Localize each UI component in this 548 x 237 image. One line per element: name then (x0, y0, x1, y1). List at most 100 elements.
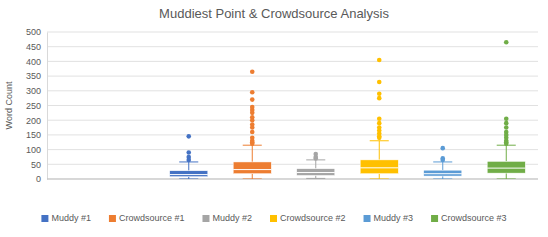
outlier (377, 116, 382, 121)
grid-line (47, 149, 538, 150)
outlier (250, 130, 255, 135)
legend-label: Crowdsource #3 (441, 213, 507, 223)
box (360, 160, 398, 174)
outlier (377, 96, 382, 101)
outlier (504, 121, 509, 126)
box-group (424, 146, 462, 179)
whisker-upper (252, 145, 253, 162)
whisker-upper (379, 141, 380, 160)
legend-item: Crowdsource #1 (109, 213, 185, 223)
legend-swatch (270, 215, 277, 222)
whisker-upper (315, 160, 316, 169)
whisker-cap-min (306, 178, 325, 179)
tick-label: 50 (31, 160, 41, 170)
whisker-lower (379, 174, 380, 179)
box (487, 161, 525, 173)
whisker-cap-min (179, 179, 198, 180)
whisker-cap-min (243, 179, 262, 180)
tick: 450 (26, 42, 47, 52)
outlier (504, 141, 509, 146)
whisker-lower (506, 173, 507, 179)
x-axis-line (47, 179, 538, 180)
legend-label: Muddy #1 (51, 213, 91, 223)
outlier (250, 125, 255, 130)
outlier (250, 69, 255, 74)
outlier (377, 80, 382, 85)
tick: 250 (26, 101, 47, 111)
outlier (440, 146, 445, 151)
whisker-upper (442, 162, 443, 170)
tick: 300 (26, 86, 47, 96)
box-group (487, 40, 525, 179)
grid-line (47, 134, 538, 135)
outlier (504, 40, 509, 45)
grid-line (47, 179, 538, 180)
outlier (250, 111, 255, 116)
outlier (377, 58, 382, 63)
whisker-cap-max (370, 140, 389, 141)
outlier (377, 136, 382, 141)
legend-item: Crowdsource #3 (431, 213, 507, 223)
tick: 500 (26, 27, 47, 37)
box (233, 162, 271, 174)
tick: 400 (26, 57, 47, 67)
box (424, 170, 462, 176)
whisker-cap-min (433, 179, 452, 180)
median (424, 173, 462, 174)
legend-item: Crowdsource #2 (270, 213, 346, 223)
grid-line (47, 105, 538, 106)
tick-label: 350 (26, 71, 41, 81)
legend-label: Crowdsource #2 (280, 213, 346, 223)
tick-label: 0 (36, 174, 41, 184)
box-group (360, 58, 398, 179)
median (170, 174, 208, 175)
grid-line (47, 61, 538, 62)
legend-swatch (109, 215, 116, 222)
outlier (313, 156, 318, 161)
tick-label: 100 (26, 145, 41, 155)
whisker-cap-min (497, 179, 516, 180)
legend-swatch (41, 215, 48, 222)
median (487, 168, 525, 169)
marks (170, 40, 526, 179)
grid-line (47, 32, 538, 33)
tick: 100 (26, 145, 47, 155)
y-axis: 0 50 100 150 200 250 300 350 400 450 500 (26, 27, 48, 184)
outlier (250, 90, 255, 95)
outlier (250, 141, 255, 146)
grid (47, 32, 538, 179)
y-axis-title: Word Count (4, 81, 14, 129)
outlier (504, 125, 509, 130)
legend-swatch (364, 215, 371, 222)
grid-line (47, 46, 538, 47)
outlier (440, 158, 445, 163)
chart: Muddiest Point & Crowdsource Analysis050… (0, 0, 548, 237)
tick-label: 400 (26, 57, 41, 67)
outlier (377, 121, 382, 126)
tick-label: 300 (26, 86, 41, 96)
median (360, 167, 398, 168)
box-group (297, 152, 335, 179)
tick-label: 150 (26, 130, 41, 140)
tick: 150 (26, 130, 47, 140)
box-group (170, 134, 208, 179)
grid-line (47, 90, 538, 91)
outlier (186, 134, 191, 139)
whisker-lower (252, 174, 253, 179)
legend-label: Crowdsource #1 (119, 213, 185, 223)
whisker-cap-min (370, 179, 389, 180)
tick: 0 (36, 174, 47, 184)
legend-item: Muddy #1 (41, 213, 91, 223)
box (297, 169, 335, 176)
tick-label: 200 (26, 116, 41, 126)
outlier (250, 118, 255, 123)
tick: 350 (26, 71, 47, 81)
tick-label: 500 (26, 27, 41, 37)
legend-item: Muddy #3 (364, 213, 414, 223)
legend-label: Muddy #2 (212, 213, 252, 223)
whisker-upper (506, 145, 507, 161)
tick: 50 (31, 160, 47, 170)
tick-label: 250 (26, 101, 41, 111)
legend: Muddy #1 Crowdsource #1 Muddy #2 Crowdsourc… (41, 213, 506, 223)
median (233, 169, 271, 170)
